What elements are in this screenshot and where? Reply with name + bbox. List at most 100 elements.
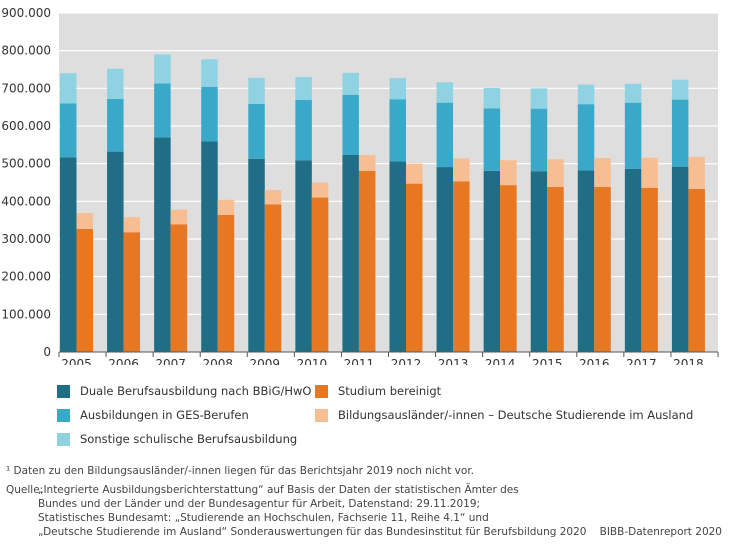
x-tick-label: 2018 [673, 357, 704, 365]
bar-segment [406, 183, 423, 352]
bar-segment [107, 151, 124, 352]
legend-swatch-studium [315, 384, 328, 398]
bar-segment [406, 163, 423, 184]
bar-segment [311, 197, 329, 352]
bar-segment [577, 170, 595, 352]
bar-segment [295, 77, 312, 101]
bar-segment [295, 100, 312, 161]
legend-item-sonstige: Sonstige schulische Berufsausbildung [57, 432, 297, 446]
y-tick-label: 200.000 [1, 270, 51, 284]
legend-swatch-ges [57, 408, 70, 422]
bar-segment [264, 190, 282, 205]
source-line-4: „Deutsche Studierende im Ausland“ Sonder… [38, 526, 587, 538]
bar-segment [248, 103, 265, 159]
chart: 0 100.000 200.000 300.000 400.000 500.000 600.… [1, 6, 719, 365]
bar-segment [60, 103, 77, 158]
bar-segment [577, 104, 595, 171]
legend-item-studium: Studium bereinigt [315, 384, 441, 398]
bar-segment [170, 224, 188, 352]
bar-segment [389, 161, 406, 352]
legend-label-sonstige: Sonstige schulische Berufsausbildung [80, 432, 298, 446]
y-tick-label: 100.000 [1, 307, 51, 321]
bar-segment [60, 73, 77, 104]
bar-segment [483, 87, 501, 109]
y-tick-label: 500.000 [1, 157, 51, 171]
x-tick-label: 2013 [438, 357, 469, 365]
bar-segment [500, 185, 517, 352]
legend-swatch-sonstige [57, 432, 70, 446]
legend-swatch-duale [57, 384, 70, 398]
bar-segment [60, 157, 77, 352]
bar-segment [264, 204, 282, 352]
bar-segment [671, 79, 689, 100]
bar-segment [311, 182, 329, 198]
bar-segment [547, 187, 564, 352]
bar-segment [217, 214, 235, 352]
bar-segment [594, 158, 611, 188]
legend-label-ges: Ausbildungen in GES-Berufen [80, 408, 249, 422]
bar-segment [624, 102, 642, 169]
bar-segment [594, 187, 611, 352]
bar-segment [123, 217, 141, 233]
legend-swatch-bildungsauslaender [315, 408, 328, 422]
bar-segment [170, 209, 188, 225]
source-line-2: Bundes und der Länder und der Bundesagen… [38, 498, 481, 510]
bar-segment [217, 199, 235, 215]
x-tick-label: 2012 [391, 357, 422, 365]
bar-segment [483, 108, 501, 171]
bar-segment [342, 94, 359, 156]
legend-label-studium: Studium bereinigt [338, 384, 442, 398]
x-tick-label: 2017 [626, 357, 657, 365]
y-tick-label: 0 [43, 345, 51, 359]
bar-segment [453, 158, 470, 182]
credit: BIBB-Datenreport 2020 [599, 526, 722, 538]
bar-segment [436, 82, 454, 103]
x-tick-label: 2008 [202, 357, 233, 365]
footnote: ¹ Daten zu den Bildungsausländer/-innen … [6, 465, 475, 477]
bar-segment [342, 155, 359, 352]
bar-segment [436, 102, 454, 168]
bar-segment [358, 170, 376, 352]
y-tick-label: 900.000 [1, 6, 51, 20]
bar-segment [671, 166, 689, 352]
x-tick-label: 2005 [61, 357, 92, 365]
y-tick-label: 700.000 [1, 81, 51, 95]
bar-segment [688, 188, 705, 352]
bar-segment [547, 159, 564, 188]
bar-segment [624, 168, 642, 352]
bar-segment [154, 137, 171, 352]
legend-label-bildungsauslaender: Bildungsausländer/-innen – Deutsche Stud… [338, 408, 694, 422]
bar-segment [295, 160, 312, 352]
bar-segment [154, 83, 171, 138]
x-tick-label: 2011 [344, 357, 375, 365]
bar-segment [641, 157, 658, 188]
y-axis: 0 100.000 200.000 300.000 400.000 500.000 600.… [1, 6, 51, 359]
x-axis: 2005 2006 2007 2008 2009 2010 2011 2012 2013 2014… [58, 351, 719, 365]
y-tick-label: 600.000 [1, 119, 51, 133]
legend-item-ges: Ausbildungen in GES-Berufen [57, 408, 249, 422]
bar-segment [389, 99, 406, 162]
x-tick-label: 2009 [250, 357, 281, 365]
bar-segment [76, 213, 93, 229]
x-tick-label: 2007 [155, 357, 186, 365]
x-tick-label: 2006 [108, 357, 139, 365]
source-line-3: Statistisches Bundesamt: „Studierende an… [38, 512, 489, 524]
legend-item-duale: Duale Berufsausbildung nach BBiG/HwO [57, 384, 311, 398]
bar-segment [76, 228, 93, 352]
bar-segment [107, 68, 124, 99]
bar-segment [123, 232, 141, 352]
legend-label-duale: Duale Berufsausbildung nach BBiG/HwO [80, 384, 312, 398]
bar-segment [624, 83, 642, 103]
bar-segment [453, 181, 470, 352]
y-tick-label: 800.000 [1, 44, 51, 58]
bar-segment [483, 170, 501, 352]
bar-segment [500, 160, 517, 186]
bar-segment [530, 171, 548, 352]
bar-segment [688, 156, 705, 189]
x-tick-label: 2015 [532, 357, 563, 365]
bar-segment [577, 84, 595, 105]
y-tick-label: 400.000 [1, 194, 51, 208]
bar-segment [154, 54, 171, 84]
source-label: Quelle: [6, 484, 44, 496]
bar-segment [248, 77, 265, 104]
